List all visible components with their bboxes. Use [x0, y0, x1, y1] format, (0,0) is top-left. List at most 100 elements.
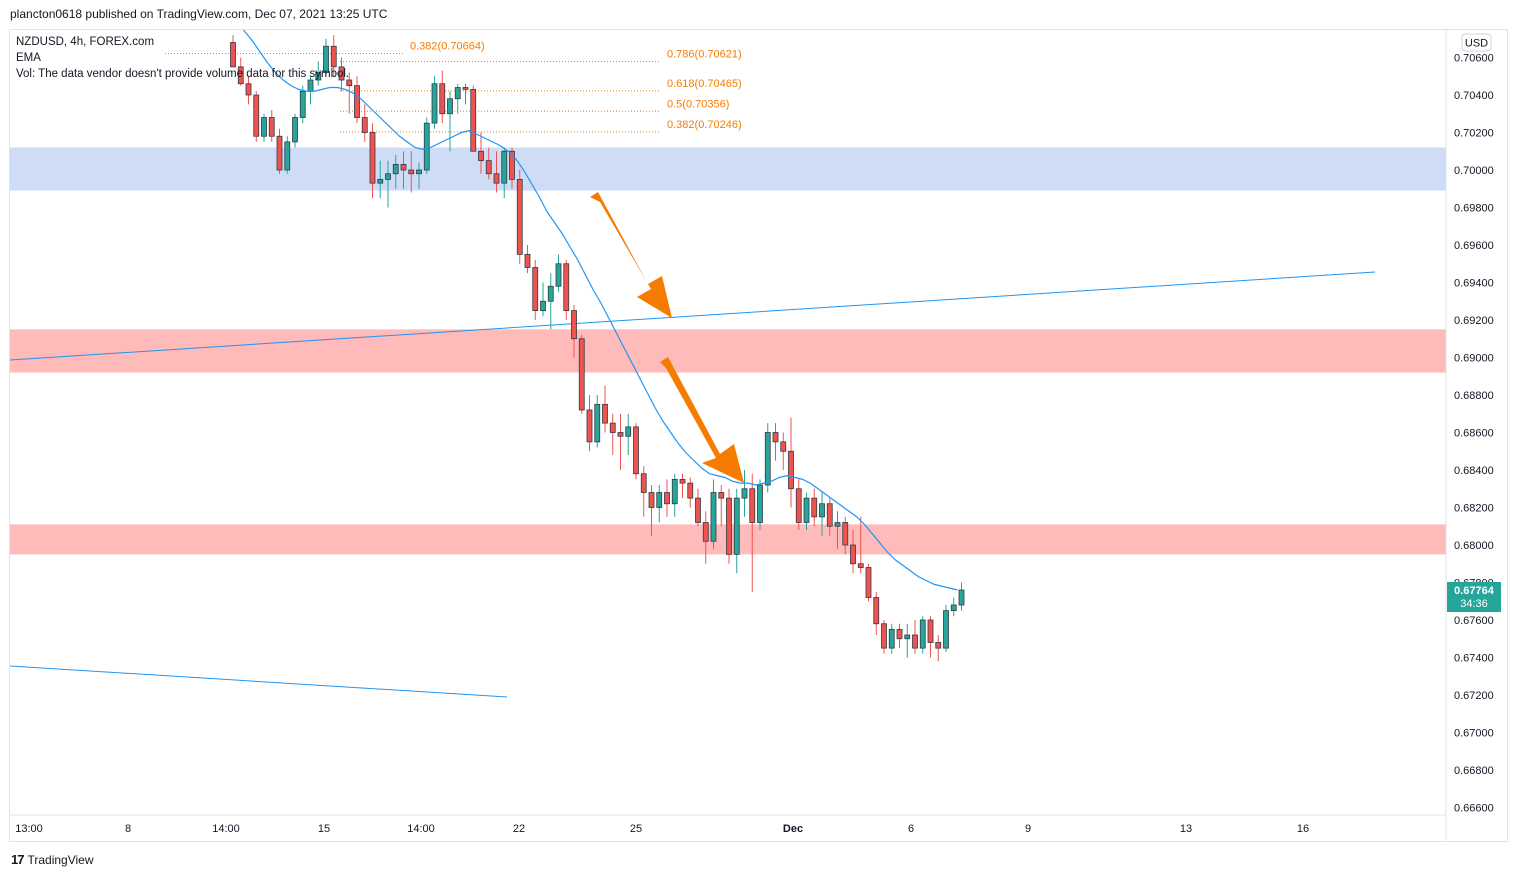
legend-symbol[interactable]: NZDUSD, 4h, FOREX.com — [16, 36, 155, 48]
upper-trendline[interactable] — [10, 271, 1376, 361]
time-tick-label: 13:00 — [15, 823, 43, 835]
candle-body — [656, 492, 663, 508]
candle-body — [253, 94, 260, 137]
candle-body — [292, 117, 298, 143]
candle-body — [230, 42, 236, 68]
candle-body — [586, 409, 593, 443]
candle-body — [454, 87, 461, 100]
candle-body — [935, 642, 942, 649]
time-tick-label: 16 — [1297, 823, 1309, 835]
candle-body — [958, 589, 965, 606]
candle-body — [354, 85, 360, 118]
candle-body — [284, 141, 291, 171]
candle-body — [330, 45, 337, 68]
candle-body — [640, 473, 647, 493]
price-tick-label: 0.68000 — [1454, 540, 1494, 552]
candle-body — [423, 122, 430, 171]
candle-body — [695, 497, 701, 523]
candle-body — [757, 484, 763, 523]
ema-line — [242, 30, 958, 591]
time-tick-label: 14:00 — [212, 823, 240, 835]
price-tick-label: 0.68400 — [1454, 465, 1494, 477]
candle-body — [726, 497, 732, 555]
lower-trendline[interactable] — [10, 665, 508, 698]
candle-body — [795, 488, 802, 523]
candle-body — [788, 450, 794, 490]
footer-branding[interactable]: 17 TradingView — [11, 852, 94, 867]
price-tick-label: 0.67400 — [1454, 653, 1494, 665]
time-tick-label: 14:00 — [407, 823, 435, 835]
candle-body — [237, 66, 244, 85]
time-tick-label: 6 — [908, 823, 914, 835]
candle-body — [377, 178, 384, 184]
candle-body — [857, 563, 864, 568]
candle-body — [733, 497, 740, 555]
price-tick-label: 0.69600 — [1454, 240, 1494, 252]
candle-body — [803, 497, 810, 523]
candle-body — [462, 87, 469, 90]
price-tick-label: 0.68600 — [1454, 428, 1494, 440]
candle-body — [687, 482, 694, 499]
candle-body — [648, 492, 655, 508]
candle-body — [881, 623, 887, 649]
time-tick-label: 22 — [513, 823, 525, 835]
candle-body — [819, 503, 825, 518]
time-axis[interactable]: 13:00 8 14:00 15 14:00 22 25 Dec 6 9 13 16 — [10, 814, 1446, 835]
price-axis[interactable]: 0.70600 0.70400 0.70200 0.70000 0.69800 0.696… — [1445, 30, 1494, 842]
candle-body — [346, 79, 353, 87]
publish-info: plancton0618 published on TradingView.co… — [10, 7, 388, 21]
price-tick-label: 0.69000 — [1454, 353, 1494, 365]
price-tick-label: 0.66800 — [1454, 765, 1494, 777]
candle-body — [485, 160, 492, 175]
fibonacci-levels: 0.382(0.70664) 0.786(0.70621) 0.618(0.7046… — [165, 41, 742, 133]
currency-badge[interactable]: USD — [1461, 33, 1492, 52]
candle-body — [385, 173, 391, 180]
candle-body — [470, 88, 477, 152]
candle-body — [563, 263, 570, 312]
support-resistance-zones — [10, 147, 1446, 555]
currency-label: USD — [1465, 38, 1488, 50]
price-tick-label: 0.70400 — [1454, 90, 1494, 102]
legend-ema[interactable]: EMA — [16, 52, 41, 64]
candle-body — [834, 522, 841, 527]
chart-legend: NZDUSD, 4h, FOREX.com EMA Vol: The data … — [16, 34, 349, 82]
candle-body — [896, 628, 903, 640]
candle-body — [400, 163, 407, 171]
fib-label: 0.382(0.70664) — [410, 41, 485, 53]
time-tick-label: 13 — [1180, 823, 1192, 835]
legend-volume[interactable]: Vol: The data vendor doesn't provide vol… — [16, 68, 350, 80]
annotation-arrows[interactable] — [590, 192, 744, 483]
candle-body — [547, 285, 554, 302]
fib-label: 0.618(0.70465) — [667, 78, 742, 90]
candle-body — [439, 83, 446, 115]
price-tick-label: 0.70200 — [1454, 128, 1494, 140]
candle-body — [431, 83, 438, 124]
time-tick-label: 15 — [318, 823, 330, 835]
candle-body — [501, 150, 508, 184]
arrow-down-icon[interactable] — [660, 357, 744, 483]
price-tick-label: 0.69400 — [1454, 278, 1494, 290]
price-tick-label: 0.66600 — [1454, 803, 1494, 815]
candle-body — [245, 83, 252, 96]
candle-body — [710, 492, 717, 542]
arrow-down-icon[interactable] — [590, 192, 672, 318]
brand-name: TradingView — [27, 852, 94, 867]
candle-body — [912, 634, 918, 649]
candle-body — [338, 66, 345, 81]
candle-body — [516, 178, 523, 255]
candles — [230, 35, 965, 662]
candle-body — [594, 403, 601, 443]
candle-body — [524, 253, 531, 268]
candle-body — [276, 135, 283, 171]
last-price-badge: 0.67764 34:36 — [1447, 582, 1501, 612]
time-tick-label: 9 — [1025, 823, 1031, 835]
countdown-label: 34:36 — [1460, 598, 1488, 610]
candle-body — [633, 426, 639, 475]
trendlines[interactable] — [10, 271, 1376, 698]
price-tick-label: 0.69800 — [1454, 203, 1494, 215]
candle-body — [540, 300, 546, 312]
candle-body — [664, 492, 670, 505]
fib-label: 0.5(0.70356) — [667, 98, 729, 110]
tradingview-logo-icon: 17 — [11, 852, 25, 867]
